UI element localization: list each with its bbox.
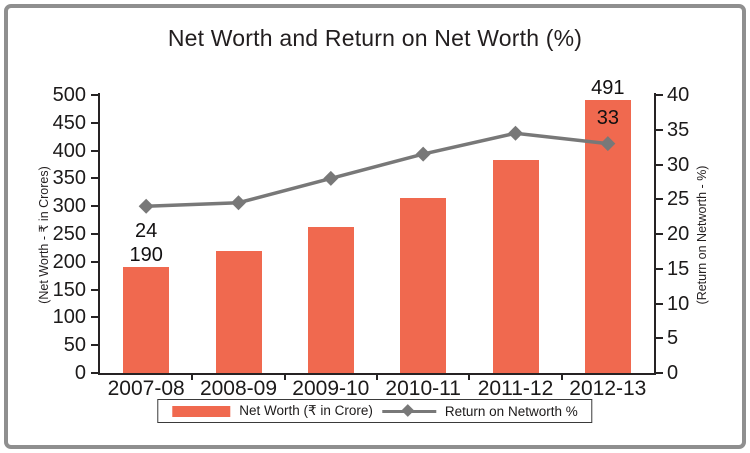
left-axis-tick (91, 94, 98, 96)
x-axis-line (98, 373, 656, 375)
legend-bar-label: Net Worth (₹ in Crore) (239, 403, 373, 418)
left-axis-tick-label: 300 (52, 195, 86, 218)
diamond-marker-icon (231, 195, 246, 211)
right-axis-line (654, 93, 656, 375)
x-axis-tick (191, 375, 194, 380)
left-axis-tick (91, 260, 98, 263)
right-axis-tick (656, 372, 663, 374)
left-axis-tick (91, 149, 98, 152)
line-data-label: 24 (135, 220, 158, 243)
left-axis-tick (91, 288, 98, 291)
x-axis-tick (560, 375, 563, 380)
right-axis-tick-label: 10 (667, 292, 690, 315)
bar-2010-11 (400, 197, 447, 373)
x-axis-label-2010-11: 2010-11 (385, 377, 461, 400)
left-axis-tick-label: 250 (52, 223, 86, 245)
right-axis-tick-label: 35 (667, 118, 690, 141)
left-axis-line (98, 93, 100, 375)
right-axis-tick (656, 94, 663, 96)
left-axis-tick (91, 233, 98, 235)
left-axis-tick-label: 150 (52, 278, 86, 301)
line-data-label: 33 (596, 106, 619, 129)
right-axis-tick-label: 15 (667, 257, 690, 280)
right-axis-tick-label: 25 (667, 188, 690, 211)
x-axis-label-2012-13: 2012-13 (569, 377, 647, 400)
diamond-marker-icon (415, 146, 431, 162)
right-axis-tick (656, 128, 663, 131)
left-axis-tick-label: 400 (52, 139, 86, 162)
right-axis-tick-label: 0 (667, 362, 679, 384)
right-axis-tick (656, 337, 663, 340)
right-axis-tick (656, 302, 663, 305)
bar-2012-13 (584, 100, 631, 373)
x-axis-tick (376, 375, 378, 380)
right-axis-tick-label: 20 (667, 223, 690, 245)
left-axis-tick-label: 200 (52, 250, 86, 273)
left-axis-tick-label: 100 (52, 306, 86, 329)
diamond-marker-icon (508, 125, 523, 141)
x-axis-tick (468, 375, 471, 380)
bar-data-label: 190 (129, 244, 163, 267)
right-axis-tick-label: 30 (667, 153, 690, 176)
bar-2011-12 (492, 160, 539, 373)
bar-2008-09 (215, 250, 262, 373)
right-axis-tick (656, 198, 663, 201)
left-axis-tick-label: 350 (52, 167, 86, 190)
left-axis-tick (91, 372, 98, 374)
left-axis-tick-label: 500 (52, 84, 86, 106)
x-axis-label-2009-10: 2009-10 (292, 377, 370, 400)
left-axis-tick (91, 205, 98, 208)
x-axis-label-2008-09: 2008-09 (199, 377, 278, 400)
left-axis-tick (91, 121, 98, 124)
legend-line-label: Return on Networth % (444, 403, 578, 419)
bar-data-label: 491 (591, 77, 625, 99)
x-axis-tick (283, 375, 286, 380)
legend-line-marker-icon (381, 404, 436, 418)
legend: Net Worth (₹ in Crore) Return on Networt… (157, 399, 593, 423)
left-axis-tick (91, 344, 98, 347)
diamond-marker-icon (138, 198, 154, 214)
left-axis-tick (91, 177, 98, 180)
bar-2007-08 (123, 267, 170, 373)
bar-2009-10 (307, 227, 354, 373)
x-axis-label-2007-08: 2007-08 (107, 377, 185, 400)
left-axis-tick-label: 0 (74, 362, 86, 384)
right-axis-tick (656, 163, 663, 166)
right-axis-tick (656, 233, 663, 235)
diamond-marker-icon (323, 170, 339, 186)
left-axis-tick-label: 50 (63, 334, 86, 357)
left-axis-tick (91, 316, 98, 319)
right-axis-tick (656, 267, 663, 270)
x-axis-label-2011-12: 2011-12 (477, 377, 554, 400)
chart-title: Net Worth and Return on Net Worth (%) (167, 25, 583, 51)
left-axis-tick-label: 450 (52, 111, 86, 134)
legend-bar-swatch-icon (172, 405, 231, 417)
right-axis-tick-label: 5 (667, 327, 679, 350)
right-axis-tick-label: 40 (667, 84, 690, 106)
